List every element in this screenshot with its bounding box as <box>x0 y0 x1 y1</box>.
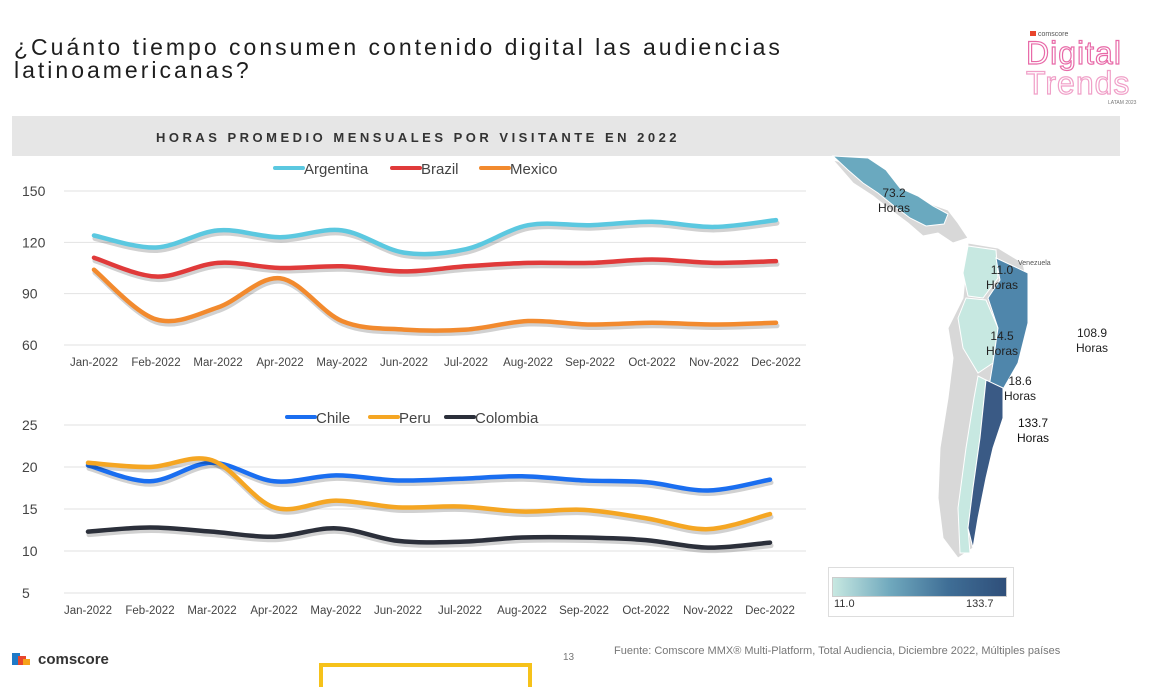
map-label-colombia: 11.0 Horas <box>986 263 1019 292</box>
series-shadow <box>86 458 774 535</box>
y-tick-label: 60 <box>22 337 38 353</box>
scale-max: 133.7 <box>966 598 994 610</box>
x-tick-label: Oct-2022 <box>628 357 675 369</box>
x-tick-label: Jul-2022 <box>444 357 488 369</box>
y-tick-label: 15 <box>22 501 38 517</box>
x-tick-label: Mar-2022 <box>193 357 242 369</box>
legend-label: Peru <box>399 410 431 427</box>
x-tick-label: Jan-2022 <box>70 357 118 369</box>
x-tick-label: Apr-2022 <box>250 605 297 617</box>
latam-map <box>831 155 1028 559</box>
x-tick-label: Jun-2022 <box>380 357 428 369</box>
x-tick-label: Aug-2022 <box>503 357 553 369</box>
x-tick-label: Nov-2022 <box>689 357 739 369</box>
x-tick-label: May-2022 <box>310 605 361 617</box>
logo-brand-small: comscore <box>1030 31 1068 38</box>
source-note: Fuente: Comscore MMX® Multi-Platform, To… <box>614 645 1061 657</box>
map-colombia <box>962 245 999 299</box>
comscore-logo: comscore <box>12 651 109 668</box>
scale-frame <box>828 567 1014 617</box>
map-label-peru: 14.5 Horas <box>986 329 1019 358</box>
map-mexico <box>831 155 949 227</box>
x-tick-label: Sep-2022 <box>559 605 609 617</box>
map-argentina <box>967 379 1004 549</box>
x-tick-label: May-2022 <box>316 357 367 369</box>
y-tick-label: 10 <box>22 543 38 559</box>
x-tick-label: Jun-2022 <box>374 605 422 617</box>
map-label-argentina: 133.7 Horas <box>1017 416 1050 445</box>
x-tick-label: Feb-2022 <box>131 357 180 369</box>
logo-line1: Digital <box>1025 35 1122 71</box>
chart-banner-title: HORAS PROMEDIO MENSUALES POR VISITANTE E… <box>155 130 681 145</box>
map-peru <box>957 297 999 374</box>
x-tick-label: Apr-2022 <box>256 357 303 369</box>
legend-label: Brazil <box>421 161 459 178</box>
legend-label: Colombia <box>475 410 539 427</box>
legend-label: Mexico <box>510 161 558 178</box>
comscore-mark-icon <box>12 653 32 665</box>
x-tick-label: Feb-2022 <box>125 605 174 617</box>
logo-subtitle: LATAM 2023 <box>1108 100 1137 106</box>
series-shadow <box>86 463 774 497</box>
series-line-colombia <box>85 525 773 550</box>
series-shadow <box>92 258 780 283</box>
series-line-mexico <box>91 267 779 333</box>
y-tick-label: 5 <box>22 585 30 601</box>
legend-label: Chile <box>316 410 350 427</box>
y-tick-label: 90 <box>22 286 38 302</box>
series-shadow <box>86 527 774 554</box>
series-shadow <box>92 270 780 337</box>
comscore-brand-text: comscore <box>38 651 109 668</box>
x-tick-label: Dec-2022 <box>745 605 795 617</box>
map-color-scale: 11.0 133.7 <box>828 567 1020 617</box>
page-number: 13 <box>563 652 575 663</box>
scale-gradient <box>832 577 1007 597</box>
digital-trends-logo: comscore Digital Trends LATAM 2023 <box>1022 28 1140 108</box>
map-label-mexico: 73.2 Horas <box>878 186 911 215</box>
series-shadow <box>92 220 780 260</box>
x-tick-label: Aug-2022 <box>497 605 547 617</box>
chart-banner <box>12 116 1120 156</box>
y-tick-label: 120 <box>22 234 46 250</box>
series-line-peru <box>85 456 773 532</box>
x-tick-label: Nov-2022 <box>683 605 733 617</box>
map-label-brazil: 108.9 Horas <box>1076 326 1109 355</box>
map-label-chile: 18.6 Horas <box>1004 374 1037 403</box>
x-tick-label: Oct-2022 <box>622 605 669 617</box>
y-tick-label: 20 <box>22 459 38 475</box>
x-tick-label: Jan-2022 <box>64 605 112 617</box>
series-line-chile <box>85 460 773 493</box>
series-line-argentina <box>91 217 779 257</box>
page-title: ¿Cuánto tiempo consumen contenido digita… <box>14 34 783 83</box>
decorative-yellow-bar <box>319 663 532 687</box>
y-tick-label: 25 <box>22 417 38 433</box>
scale-min: 11.0 <box>834 598 855 610</box>
x-tick-label: Jul-2022 <box>438 605 482 617</box>
x-tick-label: Sep-2022 <box>565 357 615 369</box>
legend-label: Argentina <box>304 161 369 178</box>
map-label-venezuela: Venezuela <box>1018 260 1051 267</box>
series-line-brazil <box>91 255 779 279</box>
x-tick-label: Mar-2022 <box>187 605 236 617</box>
x-tick-label: Dec-2022 <box>751 357 801 369</box>
logo-line2: Trends <box>1025 65 1131 101</box>
y-tick-label: 150 <box>22 183 46 199</box>
